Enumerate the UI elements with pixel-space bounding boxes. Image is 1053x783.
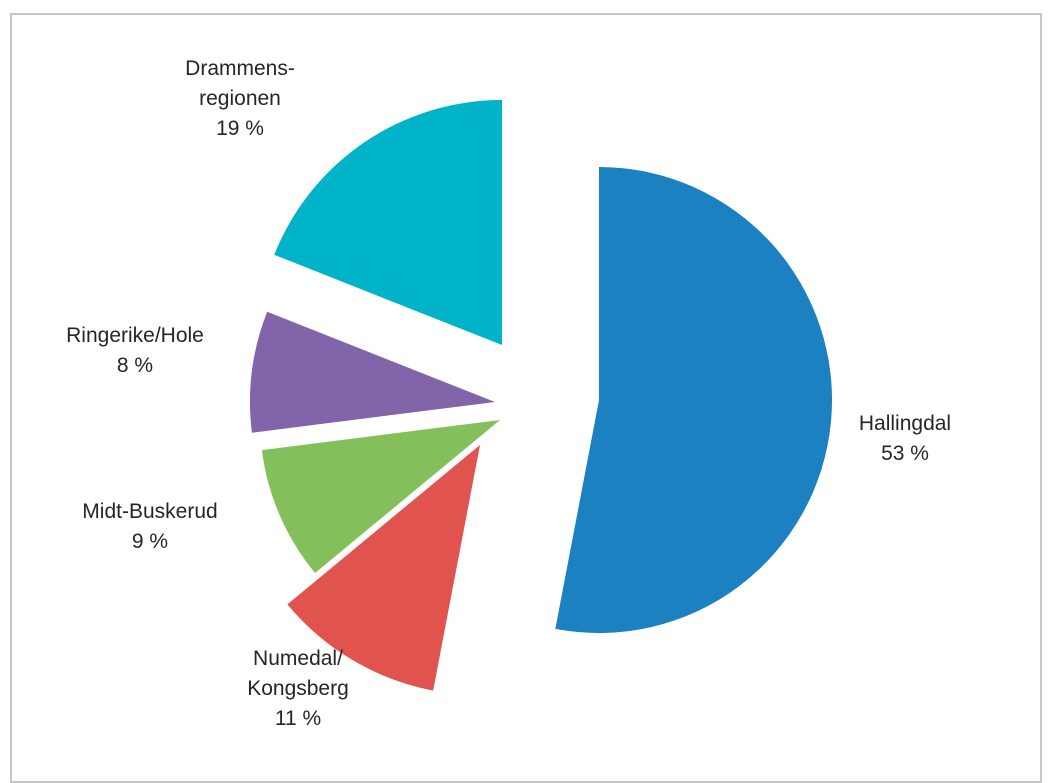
slice-percent-label: 8 %	[117, 354, 153, 377]
slice-name-label: Numedal/	[253, 647, 343, 670]
slice-name-label: regionen	[199, 87, 281, 110]
slice-name-label: Kongsberg	[247, 677, 349, 700]
slice-label: Hallingdal 53 %	[859, 412, 951, 465]
slice-name-label: Ringerike/Hole	[66, 324, 204, 347]
slice-percent-label: 53 %	[881, 442, 929, 465]
slice-percent-label: 11 %	[275, 707, 321, 730]
slice-name-label: Hallingdal	[859, 412, 951, 435]
chart-frame	[10, 13, 1042, 783]
slice-percent-label: 9 %	[132, 530, 168, 553]
slice-label: Drammens-regionen 19 %	[185, 57, 295, 140]
slice-label: Numedal/Kongsberg 11 %	[247, 647, 349, 730]
pie-slice	[261, 420, 500, 573]
pie-slice	[274, 99, 502, 345]
pie-slice	[287, 445, 480, 691]
slice-percent-label: 19 %	[216, 117, 264, 140]
pie-slice	[249, 311, 495, 433]
slice-label: Ringerike/Hole 8 %	[66, 324, 204, 377]
slice-label: Midt-Buskerud 9 %	[82, 500, 217, 553]
slice-name-label: Drammens-	[185, 57, 295, 80]
pie-slice	[555, 166, 833, 634]
slice-name-label: Midt-Buskerud	[82, 500, 217, 523]
